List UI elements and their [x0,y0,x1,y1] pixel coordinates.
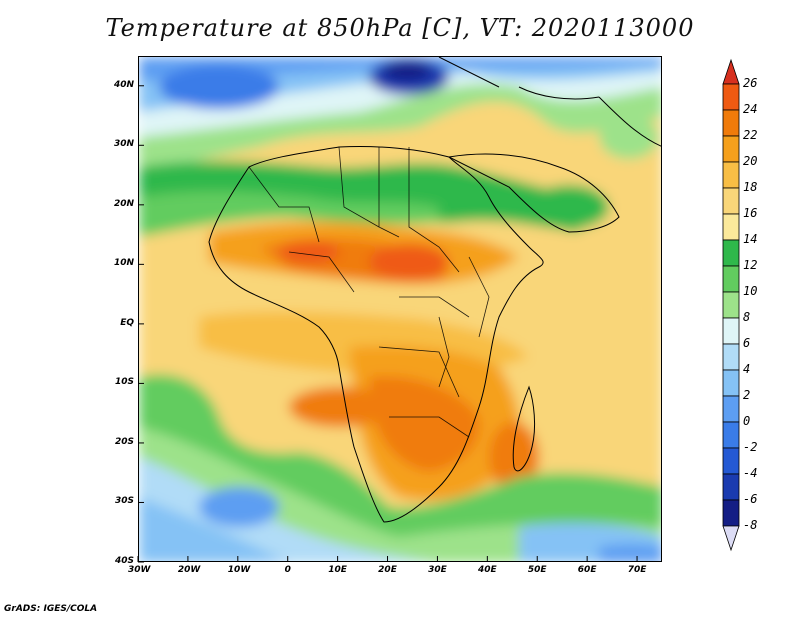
colorbar-segment [722,83,740,111]
map-title: Temperature at 850hPa [C], VT: 202011300… [105,14,695,42]
colorbar-label: -6 [743,492,758,506]
colorbar-label: -8 [743,518,758,532]
colorbar-segment [722,343,740,371]
lat-tick-label: 20N [113,198,134,209]
colorbar-segment [722,369,740,397]
temperature-map [138,56,662,562]
colorbar-segment [722,291,740,319]
colorbar-label: 8 [743,310,751,324]
colorbar-segment [722,135,740,163]
lat-tick-label: 40S [114,556,134,566]
colorbar-label: 22 [743,128,758,142]
lon-tick-label: 30E [428,565,447,575]
credit-text: GrADS: IGES/COLA [4,604,98,614]
lat-tick-label: 20S [114,436,134,447]
colorbar-min-arrow [722,525,740,552]
colorbar-segment [722,317,740,345]
colorbar-label: 6 [743,336,751,350]
lon-tick-label: 50E [527,565,547,575]
lon-tick-label: 60E [577,565,597,575]
colorbar-label: 4 [743,362,751,376]
colorbar-segment [722,239,740,267]
colorbar-label: 2 [743,388,751,402]
lon-tick-label: 30W [128,565,151,575]
lon-tick-label: 20W [177,565,201,575]
colorbar-label: 10 [743,284,758,298]
lat-tick-label: 30N [113,139,134,150]
lon-tick-label: 10E [328,565,347,575]
colorbar-label: 18 [743,180,758,194]
lat-tick-label: 10N [113,258,134,269]
lat-tick-label: 10S [114,377,134,388]
lon-tick-label: 20E [378,565,397,575]
colorbar-segment [722,187,740,215]
colorbar-segment [722,421,740,449]
colorbar-segment [722,395,740,423]
colorbar-segment [722,499,740,527]
lon-tick-label: 70E [627,565,647,575]
colorbar-segment [722,161,740,189]
colorbar-label: 14 [743,232,758,246]
colorbar-segment [722,473,740,501]
lon-tick-label: 10W [227,565,251,575]
temperature-field [139,57,661,561]
colorbar-max-arrow [722,58,740,85]
colorbar-label: 24 [743,102,758,116]
colorbar-label: 16 [743,206,758,220]
colorbar-segment [722,447,740,475]
colorbar-label: -2 [743,440,758,454]
colorbar [722,58,740,552]
lat-tick-label: 30S [114,496,134,507]
lon-tick-label: 40E [477,565,497,575]
colorbar-label: 20 [743,154,758,168]
colorbar-label: 26 [743,76,758,90]
colorbar-segment [722,213,740,241]
lon-tick-label: 0 [284,565,291,575]
colorbar-label: 0 [743,414,751,428]
colorbar-label: -4 [743,466,758,480]
colorbar-segment [722,109,740,137]
colorbar-label: 12 [743,258,758,272]
colorbar-segment [722,265,740,293]
lat-tick-label: EQ [120,317,134,328]
lat-tick-label: 40N [113,79,134,90]
